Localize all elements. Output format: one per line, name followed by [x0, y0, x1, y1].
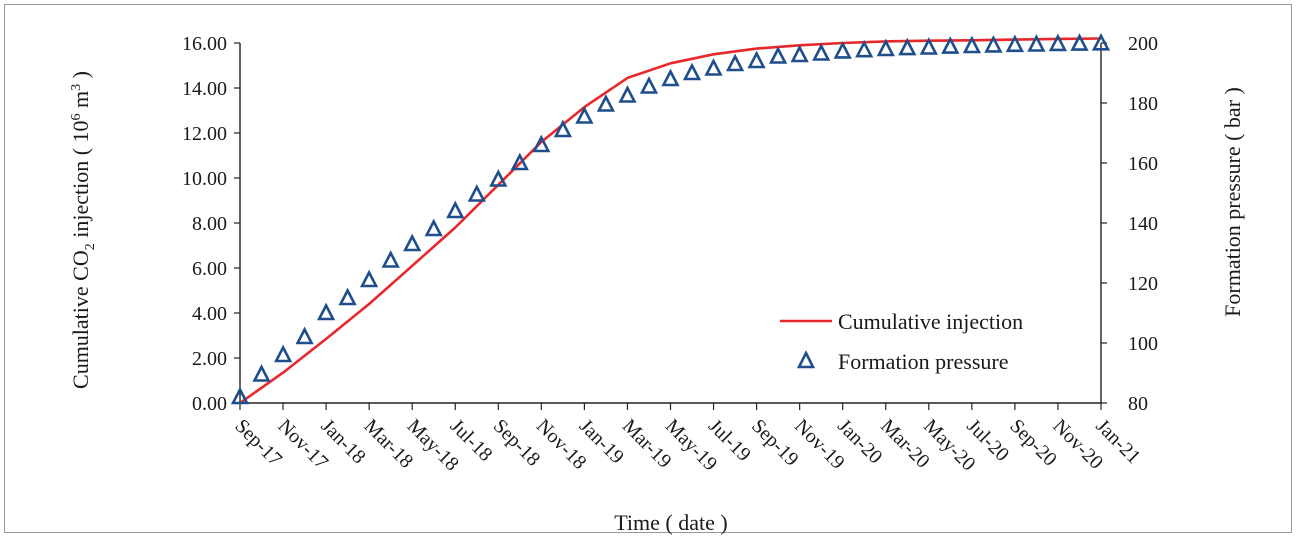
right-tick-label: 200 — [1128, 33, 1158, 55]
legend-triangle-swatch — [796, 350, 816, 369]
formation-pressure-point — [876, 38, 895, 57]
formation-pressure-point — [919, 37, 938, 55]
legend-label-formation-pressure: Formation pressure — [838, 349, 1008, 374]
formation-pressure-point — [661, 68, 680, 87]
right-tick-label: 160 — [1128, 153, 1158, 175]
formation-pressure-point — [639, 76, 659, 94]
formation-pressure-point — [1048, 33, 1068, 52]
legend: Cumulative injection Formation pressure — [780, 309, 1023, 374]
right-tick-label: 80 — [1128, 393, 1148, 415]
left-tick-label: 14.00 — [182, 78, 227, 100]
formation-pressure-point — [338, 287, 357, 306]
formation-pressure-point — [1091, 32, 1111, 51]
cumulative-injection-series — [239, 37, 1102, 405]
formation-pressure-point — [553, 119, 573, 138]
formation-pressure-point — [768, 46, 788, 64]
left-tick-label: 10.00 — [182, 168, 227, 190]
formation-pressure-point — [682, 62, 702, 81]
formation-pressure-point — [316, 302, 336, 321]
formation-pressure-point — [230, 386, 250, 405]
formation-pressure-point — [725, 53, 745, 72]
left-axis-ticks: 0.00 2.00 4.00 6.00 8.00 10.00 12.00 14.00 16.00 — [182, 33, 240, 415]
formation-pressure-point — [790, 44, 809, 63]
right-axis-ticks: 80 100 120 140 160 180 200 — [1101, 33, 1158, 415]
x-tick-label: Sep-18 — [489, 415, 545, 471]
formation-pressure-point — [618, 85, 637, 103]
left-tick-label: 12.00 — [182, 123, 227, 145]
formation-pressure-series — [230, 32, 1111, 405]
right-tick-label: 120 — [1128, 273, 1158, 295]
left-tick-label: 8.00 — [192, 213, 227, 235]
formation-pressure-point — [403, 233, 422, 252]
formation-pressure-point — [381, 250, 400, 268]
left-axis-label: Cumulative CO2 injection ( 106 m3 ) — [68, 71, 98, 389]
formation-pressure-point — [467, 184, 486, 202]
formation-pressure-point — [1005, 34, 1025, 53]
x-tick-label: Sep-17 — [230, 415, 286, 471]
formation-pressure-point — [747, 50, 766, 69]
right-tick-label: 140 — [1128, 213, 1158, 235]
formation-pressure-point — [575, 106, 594, 124]
formation-pressure-point — [424, 218, 443, 237]
formation-pressure-point — [252, 364, 271, 382]
right-axis-label: Formation pressure ( bar ) — [1220, 87, 1245, 317]
formation-pressure-point — [984, 35, 1003, 53]
cumulative-injection-line — [239, 37, 1102, 405]
left-tick-label: 6.00 — [192, 258, 227, 280]
formation-pressure-point — [1027, 34, 1046, 52]
formation-pressure-point — [855, 39, 874, 58]
x-axis-label: Time ( date ) — [614, 510, 727, 535]
left-tick-label: 4.00 — [192, 303, 227, 325]
formation-pressure-point — [812, 43, 831, 61]
right-tick-label: 180 — [1128, 93, 1158, 115]
formation-pressure-point — [833, 41, 852, 59]
formation-pressure-point — [532, 134, 551, 153]
formation-pressure-point — [704, 58, 723, 76]
formation-pressure-point — [962, 35, 982, 54]
formation-pressure-point — [596, 94, 616, 112]
formation-pressure-point — [1070, 33, 1089, 51]
formation-pressure-point — [489, 169, 508, 187]
x-tick-label: Sep-19 — [747, 415, 803, 471]
formation-pressure-point — [359, 269, 379, 288]
formation-pressure-point — [898, 37, 917, 56]
right-tick-label: 100 — [1128, 333, 1158, 355]
formation-pressure-point — [446, 200, 465, 219]
legend-label-cumulative-injection: Cumulative injection — [838, 309, 1023, 334]
formation-pressure-point — [295, 326, 314, 345]
left-tick-label: 16.00 — [182, 33, 227, 55]
formation-pressure-point — [510, 152, 529, 171]
left-tick-label: 0.00 — [192, 393, 227, 415]
formation-pressure-point — [273, 344, 293, 363]
left-tick-label: 2.00 — [192, 348, 227, 370]
x-axis-ticks: Sep-17Nov-17Jan-18Mar-18May-18Jul-18Sep-… — [230, 403, 1145, 475]
x-tick-label: Sep-20 — [1005, 415, 1061, 471]
formation-pressure-point — [941, 36, 960, 54]
